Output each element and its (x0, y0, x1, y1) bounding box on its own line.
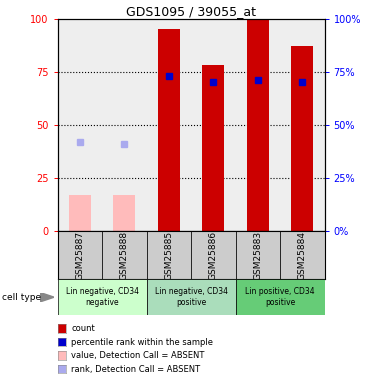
Text: cell type: cell type (2, 293, 41, 302)
Bar (191, 231, 236, 279)
Bar (158, 29, 180, 231)
Text: GSM25885: GSM25885 (164, 230, 173, 280)
Bar (113, 195, 135, 231)
Bar (102, 231, 147, 279)
Bar (236, 231, 280, 279)
Bar (202, 65, 224, 231)
Text: GSM25886: GSM25886 (209, 230, 218, 280)
Polygon shape (40, 292, 54, 302)
Text: GSM25883: GSM25883 (253, 230, 262, 280)
Text: value, Detection Call = ABSENT: value, Detection Call = ABSENT (71, 351, 205, 360)
Bar (69, 195, 91, 231)
Bar (58, 231, 102, 279)
Text: rank, Detection Call = ABSENT: rank, Detection Call = ABSENT (71, 364, 200, 374)
Bar (147, 279, 236, 315)
Bar (247, 19, 269, 231)
Text: GSM25888: GSM25888 (120, 230, 129, 280)
Text: GSM25887: GSM25887 (75, 230, 84, 280)
Text: percentile rank within the sample: percentile rank within the sample (71, 338, 213, 346)
Bar (280, 231, 325, 279)
Text: Lin negative, CD34
positive: Lin negative, CD34 positive (155, 288, 227, 307)
Title: GDS1095 / 39055_at: GDS1095 / 39055_at (126, 4, 256, 18)
Bar (147, 231, 191, 279)
Text: count: count (71, 324, 95, 333)
Text: GSM25884: GSM25884 (298, 231, 307, 279)
Bar (291, 46, 313, 231)
Bar (236, 279, 325, 315)
Text: Lin positive, CD34
positive: Lin positive, CD34 positive (245, 288, 315, 307)
Bar (58, 279, 147, 315)
Text: Lin negative, CD34
negative: Lin negative, CD34 negative (66, 288, 138, 307)
